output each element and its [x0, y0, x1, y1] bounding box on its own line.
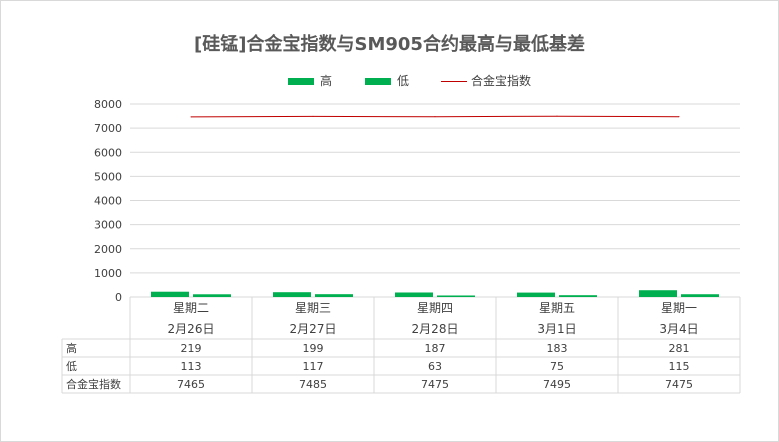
category-date: 3月1日: [537, 322, 576, 336]
y-tick-label: 7000: [94, 122, 122, 135]
y-tick-label: 0: [115, 291, 122, 304]
bar-high: [395, 292, 433, 297]
legend-swatch-low: [365, 78, 391, 85]
table-row-label: 高: [66, 341, 77, 355]
table-cell-value: 7485: [299, 378, 327, 391]
y-tick-label: 2000: [94, 243, 122, 256]
chart-title: [硅锰]合金宝指数与SM905合约最高与最低基差: [194, 34, 585, 55]
bar-high: [517, 292, 555, 297]
y-tick-label: 4000: [94, 195, 122, 208]
category-weekday: 星期五: [539, 301, 575, 315]
table-cell-value: 187: [425, 342, 446, 355]
y-tick-label: 8000: [94, 98, 122, 111]
table-cell-value: 7475: [665, 378, 693, 391]
category-weekday: 星期三: [295, 301, 331, 315]
y-tick-label: 1000: [94, 267, 122, 280]
bar-high: [639, 290, 677, 297]
table-cell-value: 199: [303, 342, 324, 355]
category-date: 2月26日: [168, 322, 215, 336]
bar-low: [315, 294, 353, 297]
y-tick-label: 6000: [94, 146, 122, 159]
table-row-label: 合金宝指数: [66, 377, 121, 391]
y-tick-label: 3000: [94, 219, 122, 232]
bar-low: [681, 294, 719, 297]
table-cell-value: 7465: [177, 378, 205, 391]
index-point: [434, 116, 436, 118]
category-date: 2月28日: [412, 322, 459, 336]
category-date: 3月4日: [659, 322, 698, 336]
index-point: [678, 116, 680, 118]
category-date: 2月27日: [290, 322, 337, 336]
legend-label-index: 合金宝指数: [471, 74, 532, 88]
table-cell-value: 219: [181, 342, 202, 355]
legend-line-index: [441, 81, 467, 82]
table-cell-value: 63: [428, 360, 442, 373]
bar-high: [151, 291, 189, 297]
legend-swatch-high: [288, 78, 314, 85]
bar-low: [193, 294, 231, 297]
bar-low: [437, 295, 475, 297]
category-weekday: 星期一: [661, 301, 697, 315]
legend-label-high: 高: [320, 74, 333, 88]
y-tick-label: 5000: [94, 170, 122, 183]
index-point: [312, 115, 314, 117]
table-cell-value: 7495: [543, 378, 571, 391]
table-cell-value: 75: [550, 360, 564, 373]
table-cell-value: 7475: [421, 378, 449, 391]
table-cell-value: 115: [669, 360, 690, 373]
table-cell-value: 281: [669, 342, 690, 355]
category-weekday: 星期二: [173, 301, 209, 315]
table-cell-value: 113: [181, 360, 202, 373]
table-cell-value: 183: [547, 342, 568, 355]
table-row-label: 低: [66, 360, 77, 373]
bar-low: [559, 295, 597, 297]
category-weekday: 星期四: [417, 301, 453, 315]
index-point: [190, 116, 192, 118]
bar-high: [273, 292, 311, 297]
index-point: [556, 115, 558, 117]
legend-label-low: 低: [397, 74, 410, 88]
table-cell-value: 117: [303, 360, 324, 373]
